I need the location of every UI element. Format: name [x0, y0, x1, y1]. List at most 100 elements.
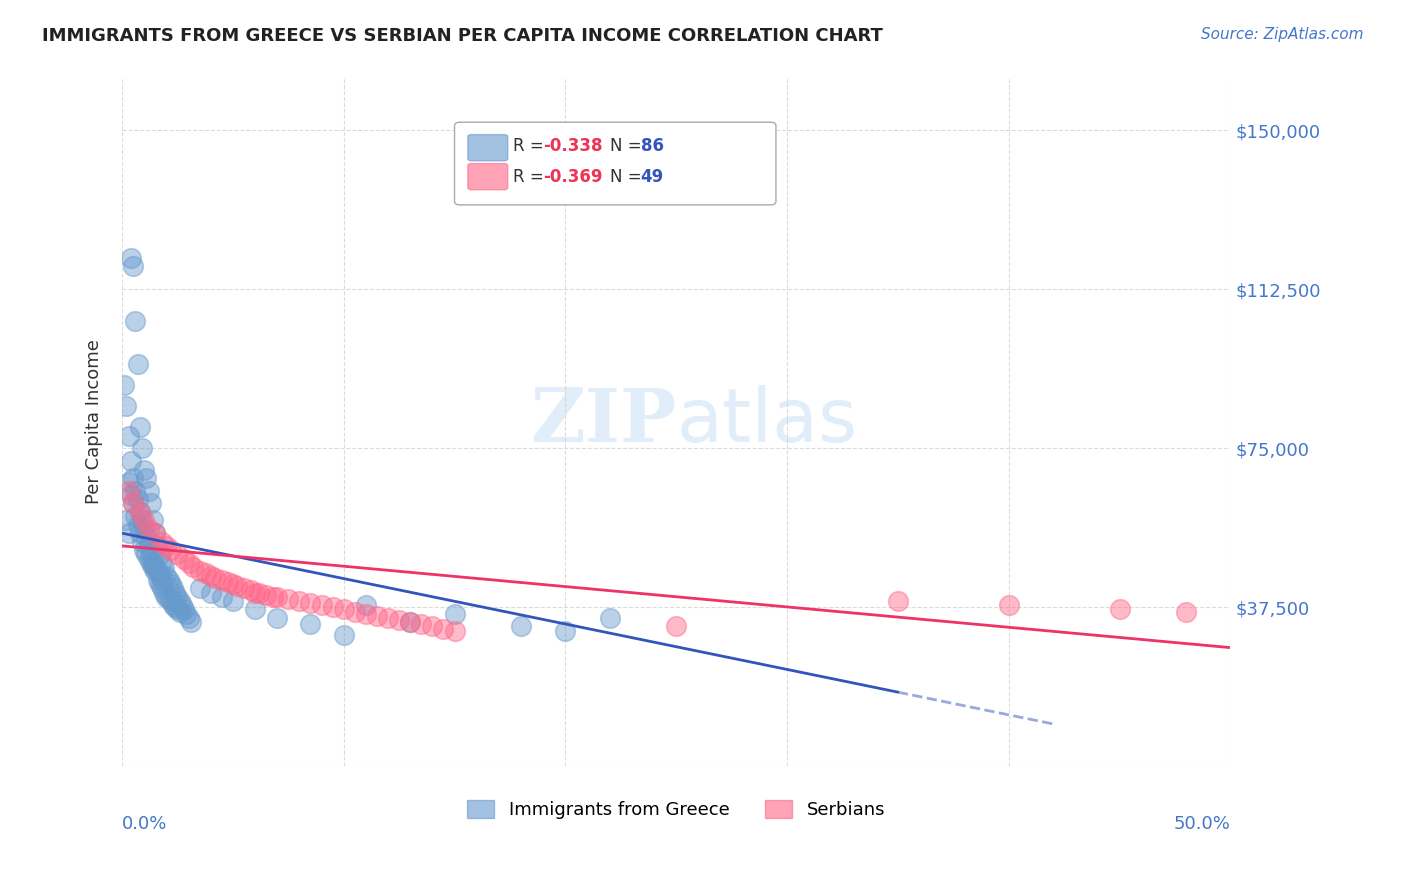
Point — [554, 624, 576, 638]
Point — [142, 556, 165, 570]
Point — [173, 551, 195, 566]
Point — [266, 611, 288, 625]
Point — [118, 483, 141, 498]
Point — [1175, 605, 1198, 619]
Point — [288, 594, 311, 608]
Point — [149, 547, 172, 561]
Text: ZIP: ZIP — [530, 385, 676, 458]
Text: 86: 86 — [641, 137, 664, 155]
Text: atlas: atlas — [676, 385, 858, 458]
Point — [180, 615, 202, 630]
Point — [155, 539, 177, 553]
Point — [432, 622, 454, 636]
Point — [146, 539, 169, 553]
Point — [138, 483, 160, 498]
Point — [120, 454, 142, 468]
Point — [165, 585, 187, 599]
Point — [176, 607, 198, 621]
Point — [157, 591, 180, 606]
Point — [354, 607, 377, 621]
Text: R =: R = — [513, 168, 550, 186]
Point — [169, 605, 191, 619]
Point — [354, 599, 377, 613]
Point — [443, 624, 465, 638]
Point — [120, 251, 142, 265]
Point — [422, 619, 444, 633]
Point — [177, 611, 200, 625]
Text: 50.0%: 50.0% — [1174, 814, 1230, 832]
Point — [128, 420, 150, 434]
Point — [332, 602, 354, 616]
Point — [122, 471, 145, 485]
Point — [222, 577, 245, 591]
Point — [146, 573, 169, 587]
Point — [399, 615, 422, 630]
Point — [411, 617, 433, 632]
Point — [377, 611, 399, 625]
Point — [118, 475, 141, 490]
Text: -0.369: -0.369 — [543, 168, 603, 186]
Point — [150, 534, 173, 549]
Point — [131, 442, 153, 456]
Point — [162, 581, 184, 595]
Point — [204, 571, 226, 585]
Point — [299, 596, 322, 610]
Point — [249, 585, 271, 599]
Point — [366, 608, 388, 623]
Point — [665, 619, 688, 633]
Point — [134, 522, 156, 536]
Point — [226, 579, 249, 593]
Point — [277, 591, 299, 606]
Point — [142, 513, 165, 527]
Point — [122, 259, 145, 273]
Point — [166, 547, 188, 561]
Point — [177, 556, 200, 570]
Point — [997, 599, 1019, 613]
Point — [262, 590, 284, 604]
Point — [139, 547, 162, 561]
Point — [165, 600, 187, 615]
Point — [150, 573, 173, 587]
Text: N =: N = — [610, 137, 647, 155]
Point — [134, 513, 156, 527]
Text: R =: R = — [513, 137, 550, 155]
Legend: Immigrants from Greece, Serbians: Immigrants from Greece, Serbians — [460, 792, 893, 826]
Point — [122, 496, 145, 510]
Point — [149, 568, 172, 582]
Point — [159, 543, 181, 558]
Point — [143, 526, 166, 541]
Point — [142, 560, 165, 574]
Point — [1108, 602, 1130, 616]
Point — [124, 314, 146, 328]
Text: 0.0%: 0.0% — [122, 814, 167, 832]
Point — [887, 594, 910, 608]
Point — [217, 574, 239, 589]
Point — [146, 564, 169, 578]
Point — [200, 568, 222, 582]
Point — [162, 599, 184, 613]
Point — [173, 602, 195, 616]
Point — [143, 560, 166, 574]
Point — [120, 488, 142, 502]
Point — [233, 581, 256, 595]
Point — [188, 564, 211, 578]
Point — [127, 517, 149, 532]
Point — [143, 526, 166, 541]
Point — [299, 617, 322, 632]
Text: IMMIGRANTS FROM GREECE VS SERBIAN PER CAPITA INCOME CORRELATION CHART: IMMIGRANTS FROM GREECE VS SERBIAN PER CA… — [42, 27, 883, 45]
Y-axis label: Per Capita Income: Per Capita Income — [86, 340, 103, 504]
Point — [118, 428, 141, 442]
FancyBboxPatch shape — [468, 135, 508, 161]
Point — [150, 581, 173, 595]
Point — [222, 594, 245, 608]
Point — [166, 602, 188, 616]
Point — [195, 566, 218, 581]
Point — [127, 357, 149, 371]
Point — [128, 505, 150, 519]
Point — [159, 594, 181, 608]
Point — [138, 551, 160, 566]
Point — [239, 583, 262, 598]
Point — [311, 599, 333, 613]
Point — [155, 590, 177, 604]
Text: -0.338: -0.338 — [543, 137, 603, 155]
